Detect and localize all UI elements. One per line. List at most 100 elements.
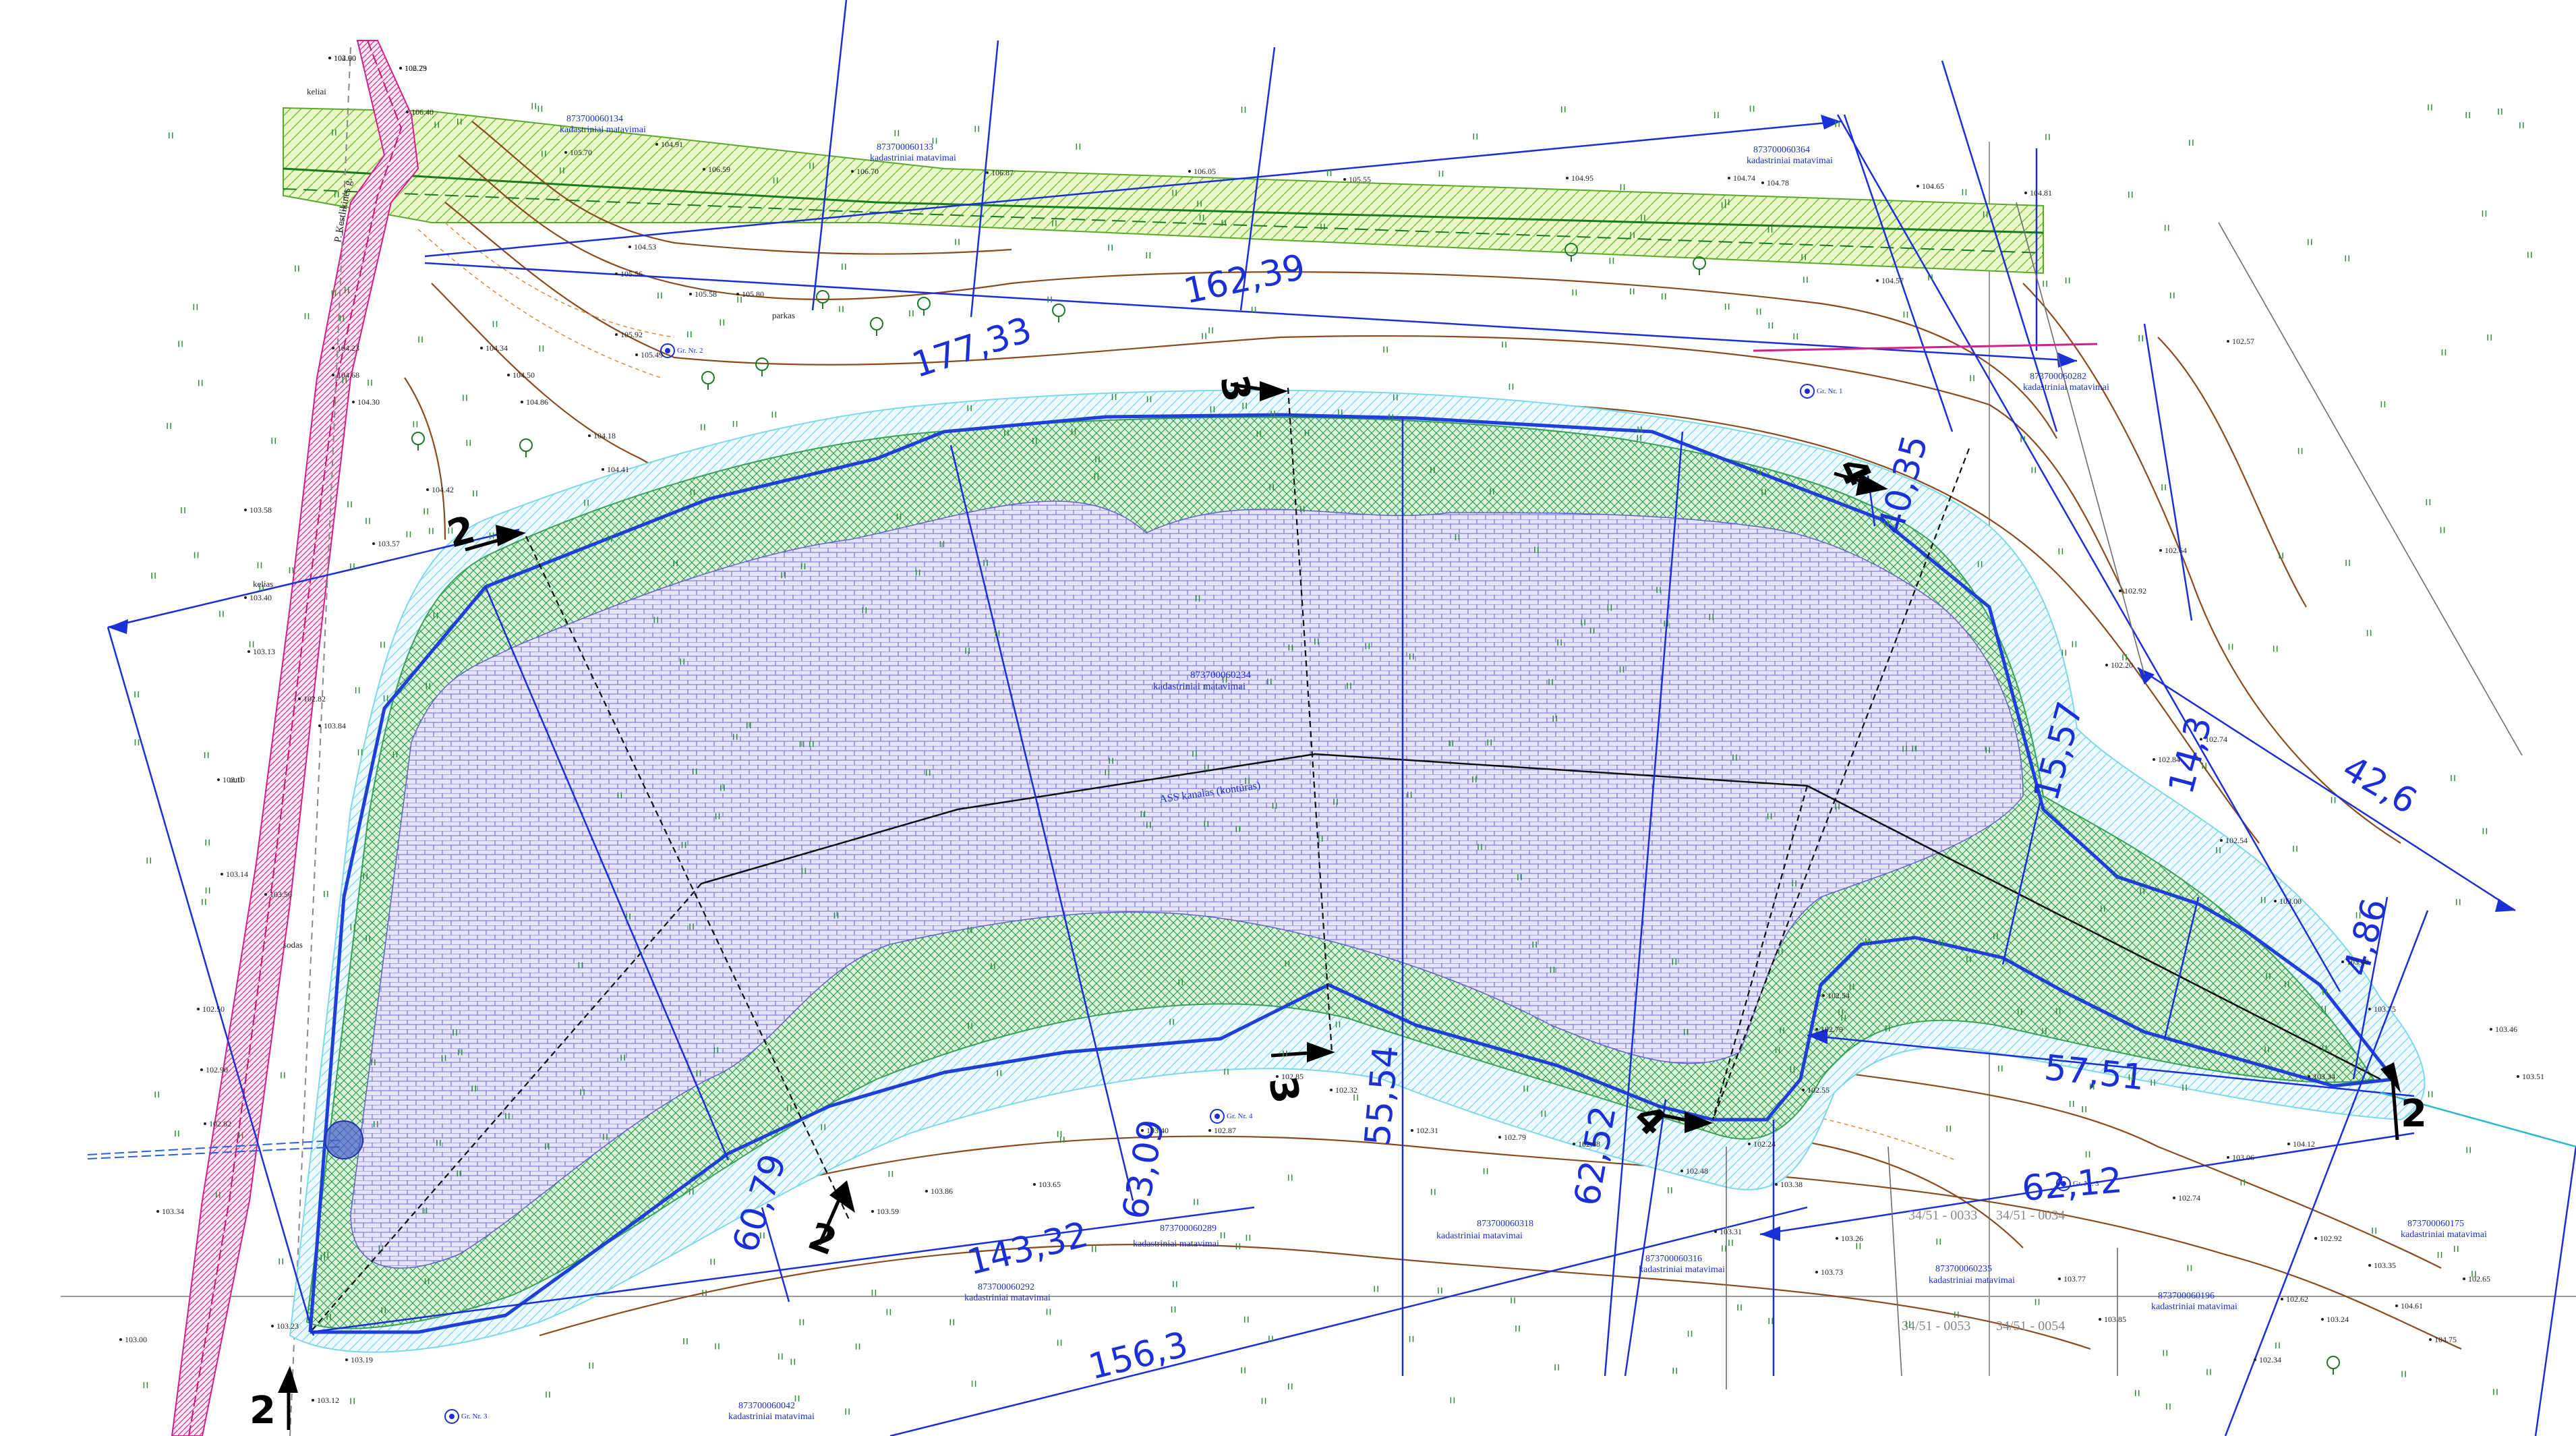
elevation-label: 103.56 (270, 890, 292, 899)
survey-spot-dot (2173, 1197, 2175, 1199)
svg-text:kadastriniai matavimai: kadastriniai matavimai (560, 125, 646, 135)
survey-spot-dot (602, 468, 604, 471)
tree-icons (411, 243, 2340, 1375)
elevation-labels: 104.90 106.29 106.40 105.70 104.91 106.59 106.… (119, 53, 2544, 1405)
svg-text:143,32: 143,32 (964, 1214, 1092, 1283)
elevation-label: 102.74 (2205, 735, 2227, 744)
survey-spot-dot (2220, 839, 2223, 842)
svg-text:873700060042: 873700060042 (738, 1401, 795, 1411)
elevation-label: 103.65 (1038, 1180, 1061, 1189)
elevation-label: 103.51 (2522, 1072, 2544, 1081)
elevation-label: 103.38 (1780, 1180, 1803, 1189)
survey-spot-dot (352, 401, 355, 403)
elevation-label: 103.48 (2347, 957, 2369, 967)
elevation-label: 102.82 (209, 1119, 231, 1128)
pond-axis (701, 753, 2381, 1081)
svg-text:kadastriniai matavimai: kadastriniai matavimai (1747, 156, 1833, 166)
svg-text:kadastriniai matavimai: kadastriniai matavimai (728, 1412, 815, 1422)
svg-text:2: 2 (250, 1389, 276, 1433)
svg-text:kadastriniai matavimai: kadastriniai matavimai (870, 153, 956, 163)
survey-spot-dot (1822, 994, 1825, 997)
survey-spot-dot (655, 143, 658, 146)
elevation-label: 104.90 (334, 53, 356, 63)
elevation-label: 102.90 (206, 1065, 228, 1074)
survey-point-labels: Gr. Nr. 2 Gr. Nr. 1 Gr. Nr. 4 Gr. Nr. 3 … (461, 347, 2099, 1420)
elevation-label: 104.50 (513, 370, 535, 380)
pond-parcel-code: 873700060234 (1190, 670, 1252, 681)
elevation-label: 103.31 (1720, 1227, 1742, 1236)
elevation-label: 103.00 (2279, 896, 2302, 906)
svg-text:873700060133: 873700060133 (877, 142, 933, 152)
elevation-label: 103.58 (250, 505, 272, 515)
survey-spot-dot (2058, 1277, 2061, 1280)
survey-spot-dot (264, 893, 267, 896)
survey-spot-dot (318, 724, 321, 727)
elevation-label: 104.57 (1881, 276, 1904, 285)
elevation-label: 104.68 (337, 370, 359, 380)
survey-spot-dot (328, 57, 331, 59)
outlet-well (324, 1120, 363, 1159)
survey-spot-dot (1573, 1143, 1575, 1145)
survey-spot-dot (1728, 177, 1730, 179)
survey-spot-dot (244, 509, 247, 511)
svg-text:keliai: keliai (307, 86, 326, 96)
survey-spot-dot (200, 1068, 203, 1071)
elevation-label: 102.92 (2320, 1234, 2342, 1243)
survey-spot-dot (1815, 1028, 1818, 1031)
elevation-label: 102.92 (2124, 586, 2146, 596)
svg-text:873700060134: 873700060134 (566, 114, 623, 124)
survey-spot-dot (480, 347, 483, 349)
survey-spot-dot (406, 111, 409, 113)
elevation-label: 103.24 (2326, 1315, 2349, 1324)
elevation-label: 104.30 (357, 397, 380, 407)
svg-text:34/51 - 0034: 34/51 - 0034 (1996, 1208, 2065, 1223)
survey-spot-dot (2490, 1028, 2492, 1031)
svg-text:55,54: 55,54 (1357, 1044, 1407, 1148)
svg-text:873700060364: 873700060364 (1753, 145, 1810, 155)
elevation-label: 103.00 (125, 1335, 147, 1344)
elevation-label: 106.59 (708, 165, 730, 174)
survey-spot-dot (217, 778, 220, 781)
survey-spot-dot (1188, 170, 1191, 173)
survey-spot-dot (345, 1358, 348, 1361)
elevation-label: 103.84 (324, 721, 346, 730)
survey-spot-dot (2254, 1358, 2256, 1361)
survey-spot-dot (2274, 900, 2277, 902)
pond: 873700060234 kadastriniai matavimai ASS … (289, 389, 2426, 1353)
misc-labels: keliai kelias parkas sodas autl (229, 86, 795, 950)
survey-spot-dot (2105, 664, 2108, 666)
utility-line (1753, 343, 2098, 352)
svg-text:4,86: 4,86 (2337, 894, 2396, 980)
survey-spot-dot (628, 246, 631, 248)
elevation-label: 102.48 (1686, 1166, 1708, 1176)
elevation-label: 102.50 (202, 1004, 225, 1014)
survey-spot-dot (1411, 1129, 1413, 1132)
survey-spot-dot (2099, 1318, 2101, 1321)
elevation-label: 104.12 (2293, 1139, 2315, 1149)
survey-spot-dot (197, 1008, 200, 1010)
elevation-label: 102.85 (1281, 1072, 1304, 1081)
survey-spot-dot (2321, 1318, 2324, 1321)
cadastral-boundaries (1726, 202, 2523, 1389)
survey-spot-dot (615, 333, 618, 336)
svg-text:kadastriniai matavimai: kadastriniai matavimai (1929, 1275, 2015, 1286)
survey-spot-dot (2200, 738, 2202, 741)
survey-spot-dot (1836, 1237, 1838, 1240)
survey-spot-dot (1748, 1143, 1751, 1145)
elevation-label: 102.79 (1821, 1025, 1843, 1034)
elevation-label: 105.58 (695, 289, 717, 299)
survey-spot-dot (507, 374, 510, 376)
elevation-label: 103.34 (2313, 1072, 2335, 1081)
elevation-label: 103.26 (1841, 1234, 1863, 1243)
elevation-label: 102.62 (2286, 1294, 2308, 1304)
svg-text:Gr. Nr. 3: Gr. Nr. 3 (461, 1412, 488, 1420)
elevation-label: 102.98 (1578, 1139, 1600, 1149)
pond-parcel-type: kadastriniai matavimai (1153, 681, 1246, 692)
elevation-label: 103.06 (2232, 1153, 2254, 1162)
survey-spot-dot (298, 697, 301, 700)
survey-spot-dot (1802, 1089, 1805, 1091)
survey-spot-dot (615, 272, 618, 275)
svg-text:873700060175: 873700060175 (2407, 1219, 2464, 1229)
survey-spot-dot (312, 1399, 314, 1402)
elevation-label: 102.24 (1753, 1139, 1776, 1149)
